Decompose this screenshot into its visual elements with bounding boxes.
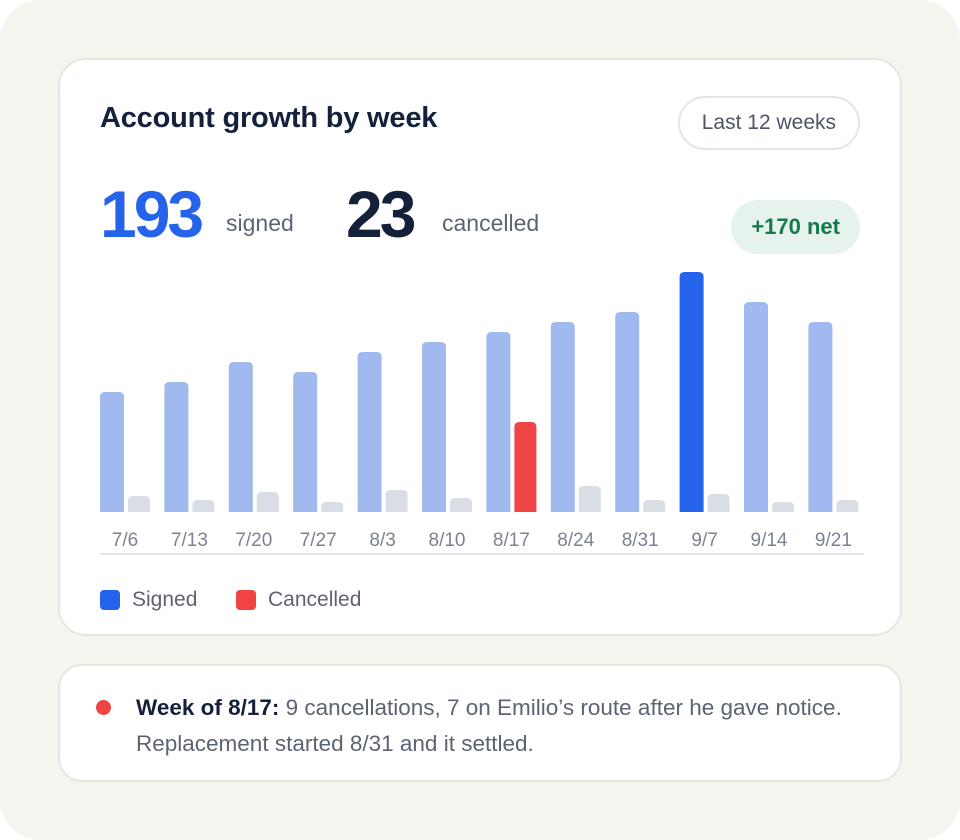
bar-cancelled-7-6 xyxy=(128,496,150,512)
x-tick-label: 7/13 xyxy=(171,530,208,551)
note-body: 9 cancellations, 7 on Emilio’s route aft… xyxy=(136,695,842,756)
x-tick-label: 8/24 xyxy=(557,530,594,551)
legend-cancelled-swatch xyxy=(236,590,256,610)
x-tick-label: 9/7 xyxy=(691,530,717,551)
x-tick-label: 7/20 xyxy=(235,530,272,551)
note-heading: Week of 8/17: xyxy=(136,695,280,720)
annotation-note: Week of 8/17: 9 cancellations, 7 on Emil… xyxy=(58,664,902,782)
bar-signed-9-21 xyxy=(808,322,833,512)
legend-signed-label: Signed xyxy=(132,588,198,611)
legend-cancelled-label: Cancelled xyxy=(268,588,362,611)
x-tick-label: 8/3 xyxy=(369,530,395,551)
signed-label: signed xyxy=(226,210,294,236)
bar-signed-9-14 xyxy=(744,302,768,512)
bar-signed-7-20 xyxy=(228,362,253,512)
x-tick-label: 8/17 xyxy=(493,530,530,551)
bar-signed-8-24 xyxy=(550,322,575,512)
bar-signed-7-13 xyxy=(164,382,189,512)
bar-signed-8-17 xyxy=(486,332,511,512)
legend-signed-swatch xyxy=(100,590,120,610)
x-tick-label: 7/27 xyxy=(300,530,337,551)
signed-total: 193 xyxy=(100,177,204,251)
note-text: Week of 8/17: 9 cancellations, 7 on Emil… xyxy=(136,690,866,762)
bar-chart: 7/6 7/13 7/20 7/27 8/3 8/10 8/17 8/24 8/31 9/7 9/1… xyxy=(100,272,864,555)
chart-card: Account growth by week Last 12 weeks 193… xyxy=(58,58,902,636)
note-dot-icon xyxy=(96,700,111,715)
x-tick-label: 9/14 xyxy=(751,530,788,551)
bar-cancelled-8-24 xyxy=(578,486,601,512)
bar-signed-7-6 xyxy=(100,392,124,512)
bar-signed-9-7 xyxy=(679,272,704,512)
net-badge: +170 net xyxy=(731,200,860,254)
bar-cancelled-9-14 xyxy=(772,502,794,512)
x-tick-label: 8/31 xyxy=(622,530,659,551)
cancelled-label: cancelled xyxy=(442,210,540,236)
bar-cancelled-7-13 xyxy=(192,500,215,512)
bar-signed-7-27 xyxy=(293,372,318,512)
bar-cancelled-7-20 xyxy=(256,492,279,512)
cancelled-total: 23 xyxy=(346,177,416,251)
x-tick-label: 9/21 xyxy=(815,530,852,551)
bar-cancelled-8-3 xyxy=(385,490,408,512)
bar-signed-8-10 xyxy=(422,342,446,512)
x-tick-label: 7/6 xyxy=(112,530,138,551)
legend-cancelled: Cancelled xyxy=(236,588,361,612)
card-title: Account growth by week xyxy=(100,102,438,134)
bar-signed-8-31 xyxy=(615,312,640,512)
bar-cancelled-9-21 xyxy=(836,500,859,512)
bar-cancelled-8-17 xyxy=(514,422,537,512)
bar-cancelled-8-10 xyxy=(450,498,472,512)
bar-signed-8-3 xyxy=(357,352,382,512)
range-selector-button[interactable]: Last 12 weeks xyxy=(677,96,860,150)
bar-cancelled-8-31 xyxy=(643,500,666,512)
x-tick-label: 8/10 xyxy=(429,530,466,551)
bar-cancelled-9-7 xyxy=(707,494,730,512)
bar-cancelled-7-27 xyxy=(321,502,344,512)
legend-signed: Signed xyxy=(100,588,197,612)
